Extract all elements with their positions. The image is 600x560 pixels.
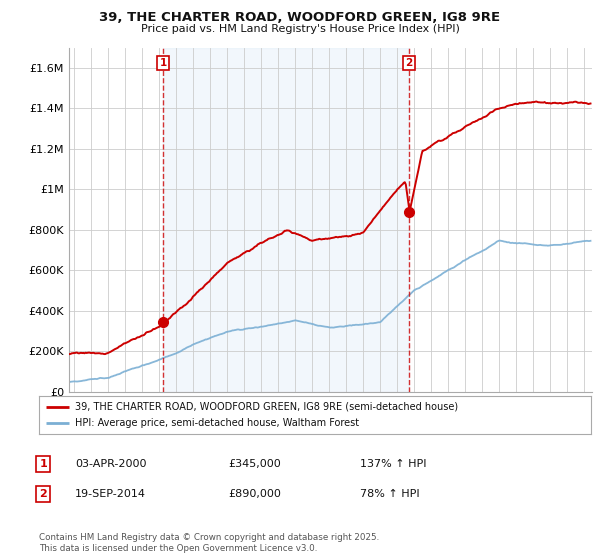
Text: £890,000: £890,000 [228,489,281,499]
Text: 19-SEP-2014: 19-SEP-2014 [75,489,146,499]
Text: Price paid vs. HM Land Registry's House Price Index (HPI): Price paid vs. HM Land Registry's House … [140,24,460,34]
Text: HPI: Average price, semi-detached house, Waltham Forest: HPI: Average price, semi-detached house,… [75,418,359,428]
Text: 2: 2 [40,489,47,499]
Text: 39, THE CHARTER ROAD, WOODFORD GREEN, IG8 9RE: 39, THE CHARTER ROAD, WOODFORD GREEN, IG… [100,11,500,24]
Bar [163,48,409,392]
Text: 03-APR-2000: 03-APR-2000 [75,459,146,469]
Text: 2: 2 [406,58,413,68]
Text: 78% ↑ HPI: 78% ↑ HPI [360,489,419,499]
Text: £345,000: £345,000 [228,459,281,469]
Text: Contains HM Land Registry data © Crown copyright and database right 2025.
This d: Contains HM Land Registry data © Crown c… [39,533,379,553]
Text: 39, THE CHARTER ROAD, WOODFORD GREEN, IG8 9RE (semi-detached house): 39, THE CHARTER ROAD, WOODFORD GREEN, IG… [75,402,458,412]
Text: 1: 1 [160,58,167,68]
Text: 1: 1 [40,459,47,469]
Text: 137% ↑ HPI: 137% ↑ HPI [360,459,427,469]
